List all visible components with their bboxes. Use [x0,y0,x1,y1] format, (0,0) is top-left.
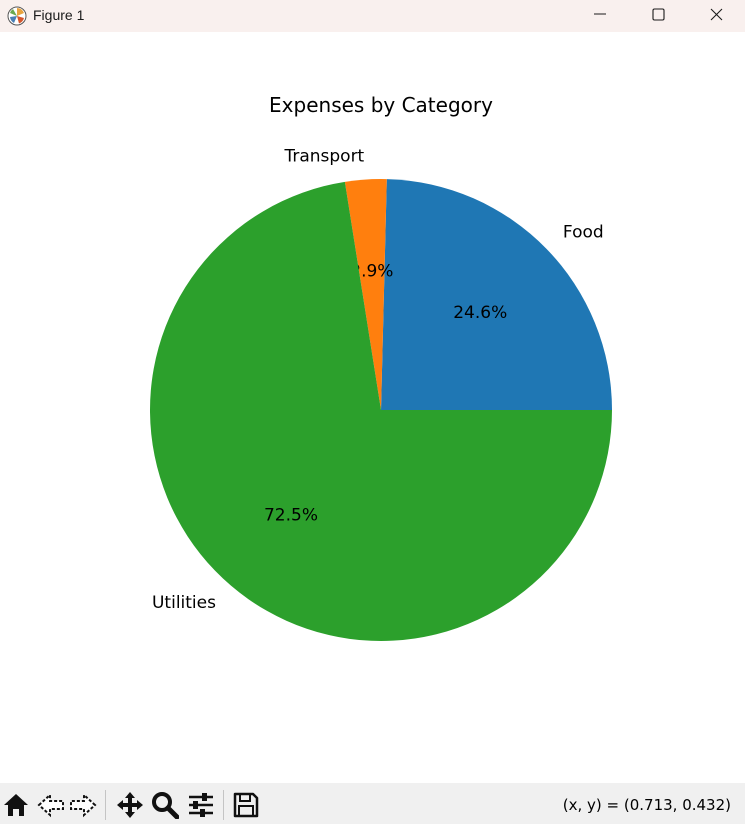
configure-subplots-icon[interactable] [187,791,215,819]
matplotlib-icon [7,6,27,26]
title-bar: Figure 1 [0,0,745,32]
zoom-icon[interactable] [151,791,179,819]
slice-percent-transport: 2.9% [350,262,393,282]
toolbar-separator [223,790,224,820]
pie-slice-food [381,179,612,410]
maximize-icon [652,8,665,21]
slice-percent-utilities: 72.5% [264,505,318,525]
pie-slice-utilities [150,181,612,641]
figure-canvas: Expenses by Category Food 24.6% Transport 2… [150,93,612,641]
pan-icon[interactable] [116,791,144,819]
slice-label-transport: Transport [283,146,364,166]
slice-label-utilities: Utilities [152,593,216,613]
cursor-coordinates: (x, y) = (0.713, 0.432) [562,796,731,814]
chart-title: Expenses by Category [269,93,493,117]
slice-percent-food: 24.6% [453,303,507,323]
window-title: Figure 1 [33,7,85,23]
close-icon [710,8,723,21]
maximize-button[interactable] [629,0,687,32]
navigation-toolbar: (x, y) = (0.713, 0.432) [0,783,745,824]
back-arrow-icon[interactable] [37,791,65,819]
close-button[interactable] [687,0,745,32]
pie-chart: Food 24.6% Transport 2.9% Utilities 72.5% [150,146,612,641]
save-icon[interactable] [232,791,260,819]
minimize-button[interactable] [571,0,629,32]
forward-arrow-icon[interactable] [69,791,97,819]
home-icon[interactable] [2,791,30,819]
pie-slice-transport [344,179,387,410]
toolbar-separator [105,790,106,820]
slice-label-food: Food [563,223,604,243]
